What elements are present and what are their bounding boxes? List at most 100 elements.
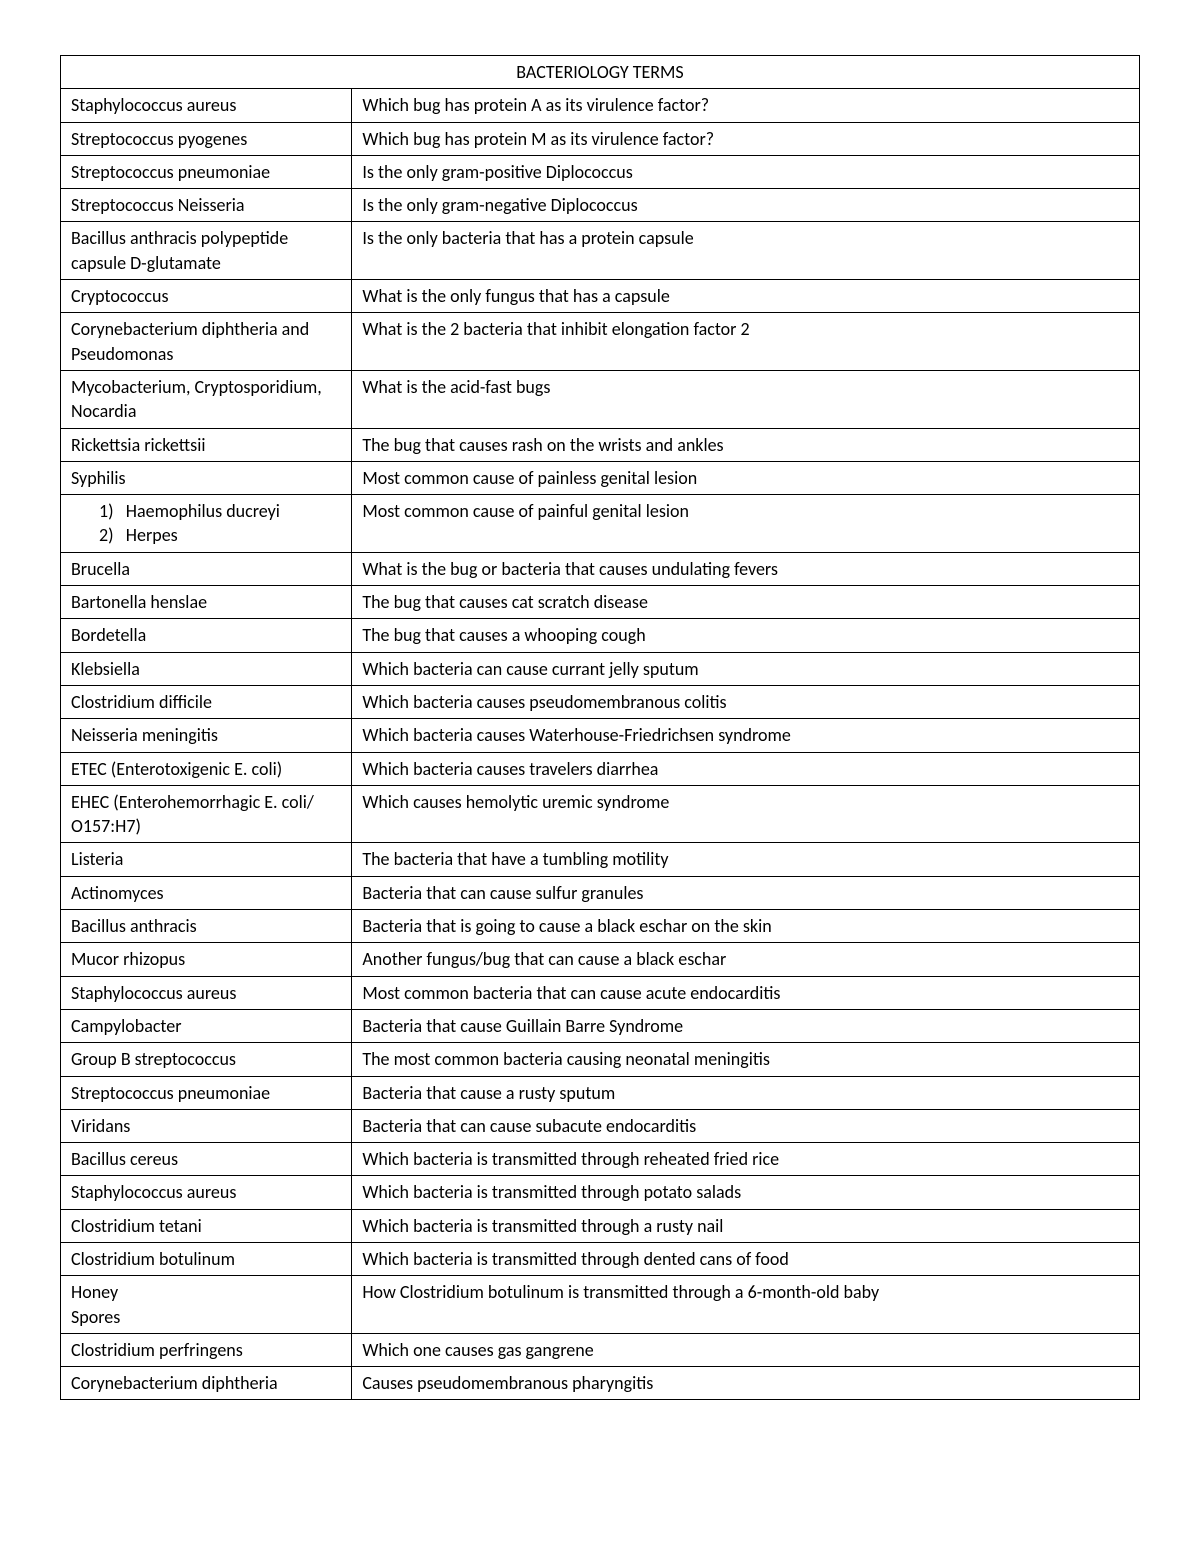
table-row: Clostridium difficileWhich bacteria caus… (61, 685, 1140, 718)
term-cell: Streptococcus pneumoniae (61, 155, 352, 188)
definition-cell: Is the only bacteria that has a protein … (352, 222, 1140, 280)
table-row: Staphylococcus aureusWhich bug has prote… (61, 89, 1140, 122)
term-cell: Cryptococcus (61, 280, 352, 313)
table-row: ViridansBacteria that can cause subacute… (61, 1109, 1140, 1142)
term-cell: Corynebacterium diphtheria and Pseudomon… (61, 313, 352, 371)
term-cell: Group B streptococcus (61, 1043, 352, 1076)
term-line: Honey (71, 1280, 341, 1304)
table-row: Neisseria meningitisWhich bacteria cause… (61, 719, 1140, 752)
term-cell: Streptococcus pneumoniae (61, 1076, 352, 1109)
definition-cell: How Clostridium botulinum is transmitted… (352, 1276, 1140, 1334)
definition-cell: Which bacteria causes travelers diarrhea (352, 752, 1140, 785)
definition-cell: What is the 2 bacteria that inhibit elon… (352, 313, 1140, 371)
term-cell: Bacillus anthracis polypeptide capsule D… (61, 222, 352, 280)
term-cell: Streptococcus Neisseria (61, 189, 352, 222)
table-row: Mucor rhizopusAnother fungus/bug that ca… (61, 943, 1140, 976)
table-row: CampylobacterBacteria that cause Guillai… (61, 1009, 1140, 1042)
table-row: BordetellaThe bug that causes a whooping… (61, 619, 1140, 652)
table-row: Bacillus anthracis polypeptide capsule D… (61, 222, 1140, 280)
term-cell: Bacillus anthracis (61, 910, 352, 943)
table-row: Rickettsia rickettsiiThe bug that causes… (61, 428, 1140, 461)
table-row: EHEC (Enterohemorrhagic E. coli/ O157:H7… (61, 785, 1140, 843)
table-row: Bacillus cereusWhich bacteria is transmi… (61, 1143, 1140, 1176)
definition-cell: The bug that causes cat scratch disease (352, 586, 1140, 619)
table-title: BACTERIOLOGY TERMS (61, 56, 1140, 89)
term-cell: EHEC (Enterohemorrhagic E. coli/ O157:H7… (61, 785, 352, 843)
term-cell: Brucella (61, 552, 352, 585)
definition-cell: Which bacteria is transmitted through de… (352, 1242, 1140, 1275)
term-cell: Corynebacterium diphtheria (61, 1367, 352, 1400)
term-cell: Staphylococcus aureus (61, 89, 352, 122)
table-row: 1) Haemophilus ducreyi2) HerpesMost comm… (61, 495, 1140, 553)
table-row: CryptococcusWhat is the only fungus that… (61, 280, 1140, 313)
term-cell: Neisseria meningitis (61, 719, 352, 752)
term-cell: Viridans (61, 1109, 352, 1142)
table-row: Clostridium perfringensWhich one causes … (61, 1333, 1140, 1366)
definition-cell: Bacteria that can cause sulfur granules (352, 876, 1140, 909)
table-row: Corynebacterium diphtheriaCauses pseudom… (61, 1367, 1140, 1400)
term-cell: Staphylococcus aureus (61, 976, 352, 1009)
term-cell: Klebsiella (61, 652, 352, 685)
definition-cell: Is the only gram-negative Diplococcus (352, 189, 1140, 222)
bacteriology-terms-table: BACTERIOLOGY TERMS Staphylococcus aureus… (60, 55, 1140, 1400)
table-row: SyphilisMost common cause of painless ge… (61, 461, 1140, 494)
definition-cell: Which bacteria can cause currant jelly s… (352, 652, 1140, 685)
table-row: Clostridium tetaniWhich bacteria is tran… (61, 1209, 1140, 1242)
definition-cell: Which one causes gas gangrene (352, 1333, 1140, 1366)
table-row: Staphylococcus aureusWhich bacteria is t… (61, 1176, 1140, 1209)
term-cell: Rickettsia rickettsii (61, 428, 352, 461)
definition-cell: Bacteria that cause a rusty sputum (352, 1076, 1140, 1109)
table-row: ListeriaThe bacteria that have a tumblin… (61, 843, 1140, 876)
definition-cell: What is the only fungus that has a capsu… (352, 280, 1140, 313)
term-cell: Clostridium tetani (61, 1209, 352, 1242)
term-cell: Bordetella (61, 619, 352, 652)
list-item: 2) Herpes (71, 523, 341, 547)
table-row: Group B streptococcusThe most common bac… (61, 1043, 1140, 1076)
definition-cell: Which bacteria is transmitted through a … (352, 1209, 1140, 1242)
definition-cell: The most common bacteria causing neonata… (352, 1043, 1140, 1076)
term-line: Spores (71, 1305, 341, 1329)
definition-cell: Which bacteria causes pseudomembranous c… (352, 685, 1140, 718)
definition-cell: The bug that causes rash on the wrists a… (352, 428, 1140, 461)
list-item: 1) Haemophilus ducreyi (71, 499, 341, 523)
table-row: Bacillus anthracisBacteria that is going… (61, 910, 1140, 943)
table-row: BrucellaWhat is the bug or bacteria that… (61, 552, 1140, 585)
table-row: Streptococcus NeisseriaIs the only gram-… (61, 189, 1140, 222)
table-row: KlebsiellaWhich bacteria can cause curra… (61, 652, 1140, 685)
term-cell: ETEC (Enterotoxigenic E. coli) (61, 752, 352, 785)
table-row: ActinomycesBacteria that can cause sulfu… (61, 876, 1140, 909)
definition-cell: Bacteria that is going to cause a black … (352, 910, 1140, 943)
term-cell: Bartonella henslae (61, 586, 352, 619)
table-row: Staphylococcus aureusMost common bacteri… (61, 976, 1140, 1009)
term-cell: Staphylococcus aureus (61, 1176, 352, 1209)
definition-cell: Which causes hemolytic uremic syndrome (352, 785, 1140, 843)
definition-cell: The bug that causes a whooping cough (352, 619, 1140, 652)
table-row: HoneySporesHow Clostridium botulinum is … (61, 1276, 1140, 1334)
table-row: ETEC (Enterotoxigenic E. coli)Which bact… (61, 752, 1140, 785)
term-cell: Mucor rhizopus (61, 943, 352, 976)
term-cell: Clostridium botulinum (61, 1242, 352, 1275)
definition-cell: Most common cause of painful genital les… (352, 495, 1140, 553)
definition-cell: Bacteria that cause Guillain Barre Syndr… (352, 1009, 1140, 1042)
definition-cell: What is the bug or bacteria that causes … (352, 552, 1140, 585)
term-cell: Campylobacter (61, 1009, 352, 1042)
term-cell: Bacillus cereus (61, 1143, 352, 1176)
table-row: Clostridium botulinumWhich bacteria is t… (61, 1242, 1140, 1275)
definition-cell: Which bacteria causes Waterhouse-Friedri… (352, 719, 1140, 752)
term-cell: Actinomyces (61, 876, 352, 909)
term-cell: Clostridium perfringens (61, 1333, 352, 1366)
term-cell: Clostridium difficile (61, 685, 352, 718)
table-row: Bartonella henslaeThe bug that causes ca… (61, 586, 1140, 619)
term-cell: Mycobacterium, Cryptosporidium, Nocardia (61, 370, 352, 428)
definition-cell: Which bacteria is transmitted through po… (352, 1176, 1140, 1209)
definition-cell: Most common cause of painless genital le… (352, 461, 1140, 494)
table-row: Streptococcus pneumoniaeIs the only gram… (61, 155, 1140, 188)
term-cell: Streptococcus pyogenes (61, 122, 352, 155)
table-header-row: BACTERIOLOGY TERMS (61, 56, 1140, 89)
term-cell: 1) Haemophilus ducreyi2) Herpes (61, 495, 352, 553)
definition-cell: Is the only gram-positive Diplococcus (352, 155, 1140, 188)
definition-cell: The bacteria that have a tumbling motili… (352, 843, 1140, 876)
term-cell: Syphilis (61, 461, 352, 494)
table-row: Corynebacterium diphtheria and Pseudomon… (61, 313, 1140, 371)
term-cell: HoneySpores (61, 1276, 352, 1334)
